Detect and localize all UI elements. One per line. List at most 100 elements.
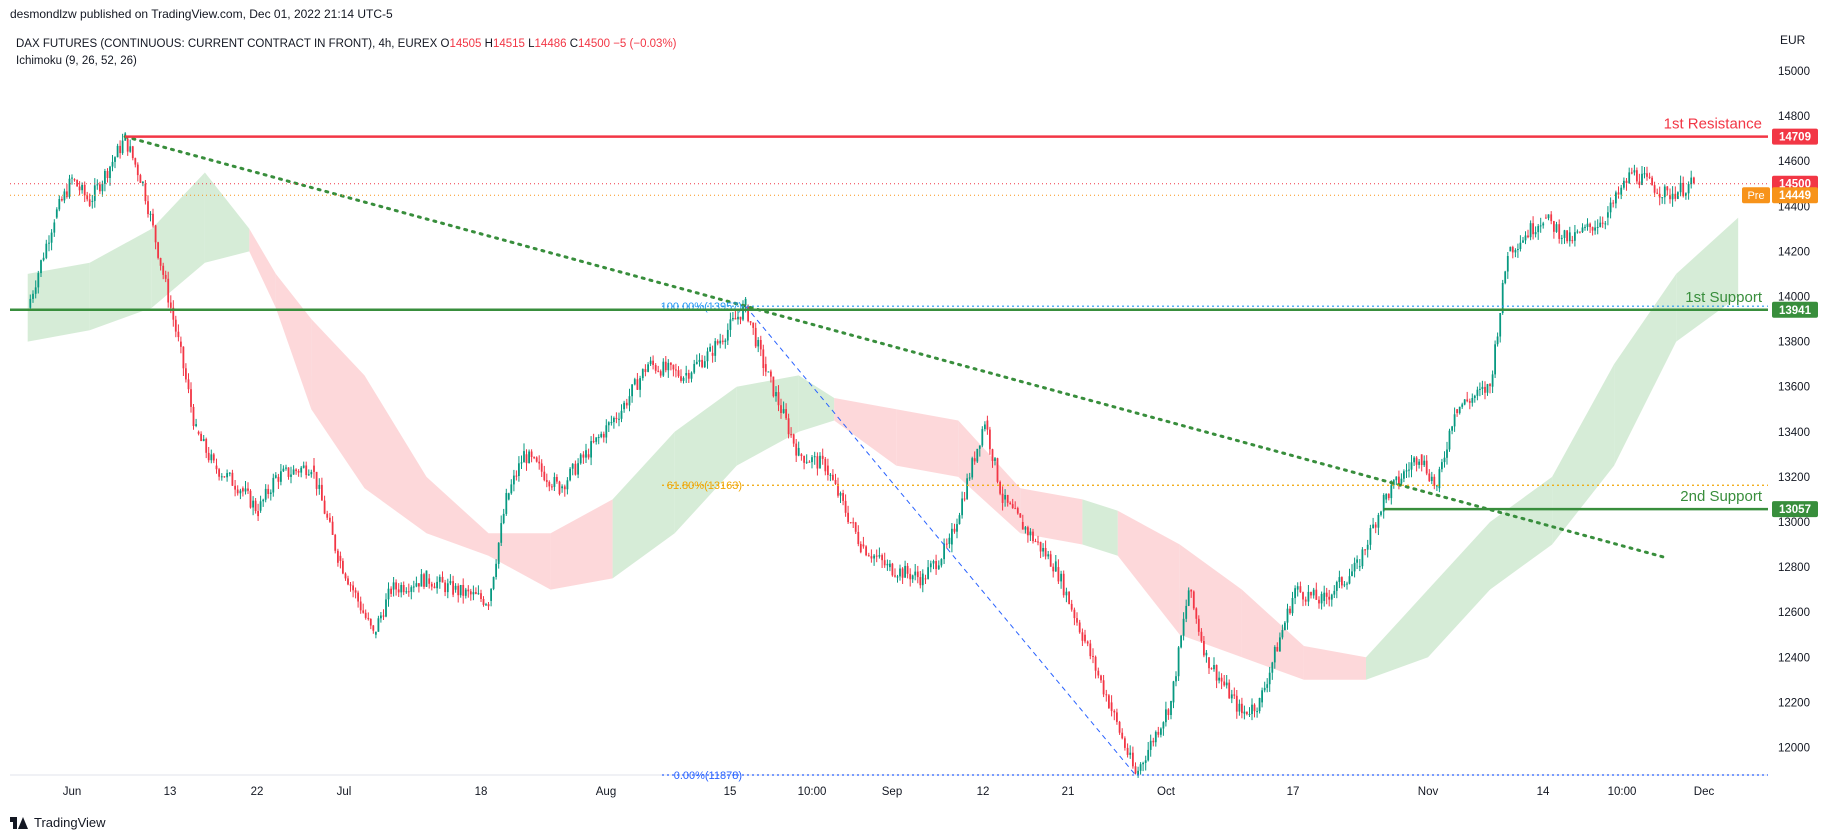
candle-body <box>1092 656 1094 657</box>
candle-body <box>302 465 305 468</box>
candle-body <box>1266 684 1269 688</box>
candle-body <box>558 481 561 495</box>
candle-body <box>1661 197 1664 199</box>
candle-body <box>961 498 963 516</box>
candle-body <box>1380 511 1382 515</box>
candle-body <box>1170 701 1172 715</box>
candle-body <box>1353 562 1356 572</box>
candle-body <box>1441 462 1443 470</box>
candle-body <box>430 583 433 587</box>
ichimoku-cloud-segment <box>1303 646 1366 680</box>
candle-body <box>410 587 413 592</box>
candle-body <box>369 619 372 626</box>
level-label: 2nd Support <box>1680 488 1763 505</box>
candle-body <box>218 469 220 477</box>
candle-body <box>847 512 849 523</box>
candle-body <box>582 454 585 458</box>
candle-body <box>1646 173 1648 177</box>
candle-body <box>1623 180 1625 188</box>
candle-body <box>1105 694 1108 696</box>
candle-body <box>943 543 945 560</box>
candle-body <box>1220 677 1223 682</box>
candle-body <box>1081 632 1084 641</box>
candle-body <box>315 471 318 489</box>
candle-body <box>1615 192 1617 204</box>
candle-body <box>1436 485 1438 487</box>
candle-body <box>205 439 208 453</box>
candle-body <box>1638 181 1641 185</box>
candle-body <box>1054 561 1057 572</box>
candle-body <box>1522 240 1524 243</box>
candle-body <box>76 180 78 187</box>
candle-body <box>633 379 636 385</box>
pre-market-tag-text: 14449 <box>1779 190 1811 202</box>
candle-body <box>966 478 968 499</box>
candle-body <box>595 437 598 442</box>
candle-body <box>310 472 313 475</box>
candle-body <box>1134 766 1137 774</box>
x-tick-label: 22 <box>251 786 264 798</box>
candle-body <box>762 349 765 368</box>
y-tick-label: 14400 <box>1778 201 1810 213</box>
candle-body <box>1129 752 1132 755</box>
candle-body <box>973 458 976 462</box>
ichimoku-cloud-segment <box>275 273 312 410</box>
candle-body <box>42 257 45 261</box>
candle-body <box>462 585 465 596</box>
candle-body <box>878 555 881 557</box>
candle-body <box>1032 531 1034 542</box>
candle-body <box>174 319 177 332</box>
candle-body <box>1461 404 1464 407</box>
candle-body <box>1223 681 1226 686</box>
candle-body <box>775 392 777 397</box>
candle-body <box>510 484 513 494</box>
candle-body <box>647 364 649 372</box>
candle-body <box>1304 599 1307 602</box>
candle-body <box>334 534 337 551</box>
candle-body <box>500 523 503 543</box>
candle-body <box>180 341 182 347</box>
candle-body <box>280 471 282 482</box>
candle-body <box>896 576 899 578</box>
candle-body <box>1203 641 1205 656</box>
candle-body <box>1172 681 1175 703</box>
candle-body <box>1102 680 1105 695</box>
candle-body <box>1228 682 1231 699</box>
candle-body <box>956 524 958 532</box>
candle-body <box>1677 192 1679 199</box>
x-tick-label: Jul <box>337 786 352 798</box>
candle-body <box>1279 637 1281 652</box>
y-tick-label: 14000 <box>1778 291 1810 303</box>
candle-body <box>339 555 342 561</box>
candle-body <box>1328 596 1331 600</box>
candle-body <box>1286 608 1289 623</box>
candle-body <box>228 472 231 474</box>
candle-body <box>1341 577 1343 586</box>
candle-body <box>1205 652 1208 656</box>
candle-body <box>34 287 37 294</box>
candle-body <box>899 568 901 577</box>
candle-body <box>811 457 813 463</box>
candle-body <box>1116 712 1118 722</box>
legend-indicator[interactable]: Ichimoku (9, 26, 52, 26) <box>16 55 137 67</box>
candle-body <box>587 454 590 458</box>
candle-body <box>592 441 595 443</box>
candle-body <box>566 480 569 490</box>
candle-body <box>372 625 375 631</box>
candle-body <box>254 500 257 511</box>
candle-body <box>1671 193 1674 200</box>
candle-body <box>1213 665 1215 670</box>
level-price-tag <box>1772 301 1818 318</box>
candle-body <box>805 461 808 463</box>
candle-body <box>772 376 775 397</box>
candle-body <box>425 570 428 587</box>
candle-body <box>951 528 953 545</box>
candle-body <box>518 463 520 476</box>
candle-body <box>1674 193 1677 199</box>
candle-body <box>787 418 790 435</box>
y-tick-label: 14600 <box>1778 156 1810 168</box>
candle-body <box>628 396 631 406</box>
candle-body <box>109 166 111 178</box>
candle-body <box>249 490 252 508</box>
